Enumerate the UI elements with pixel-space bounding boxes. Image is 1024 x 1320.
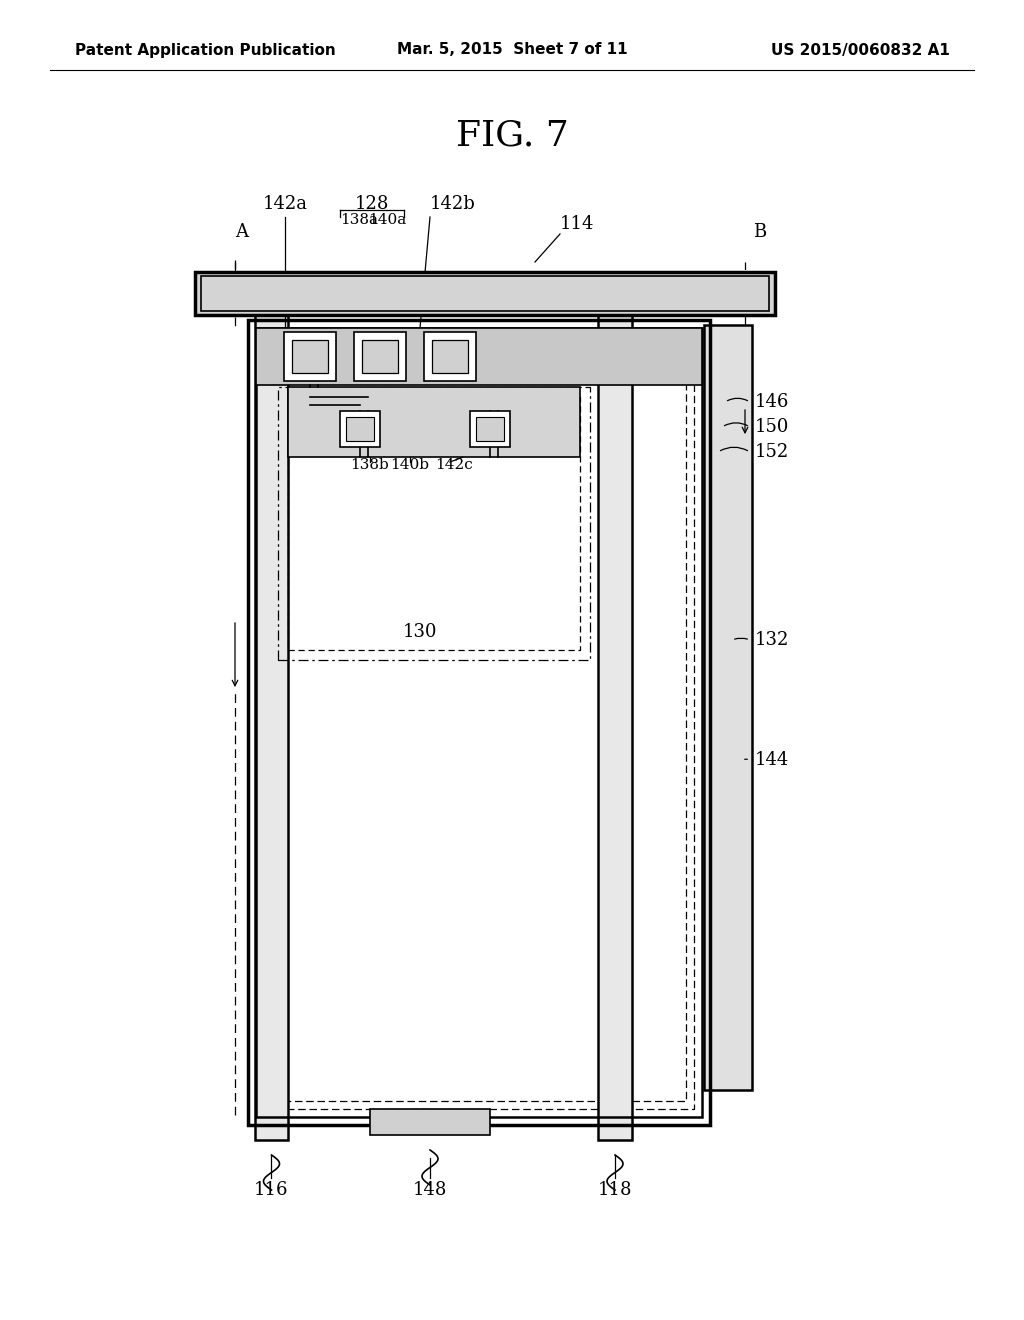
Text: 114: 114: [560, 215, 594, 234]
Text: 140b: 140b: [390, 458, 429, 473]
Text: 138a: 138a: [340, 213, 378, 227]
Text: 138b: 138b: [350, 458, 389, 473]
Text: 116: 116: [254, 1181, 288, 1199]
Polygon shape: [470, 411, 510, 447]
Polygon shape: [292, 341, 328, 374]
Polygon shape: [705, 325, 752, 1090]
Text: 146: 146: [755, 393, 790, 411]
Text: 142c: 142c: [435, 458, 473, 473]
Polygon shape: [476, 417, 504, 441]
Text: 144: 144: [755, 751, 790, 770]
Text: A: A: [234, 223, 248, 242]
Polygon shape: [255, 315, 288, 1140]
Text: 118: 118: [598, 1181, 632, 1199]
Text: B: B: [753, 223, 766, 242]
Text: 132: 132: [755, 631, 790, 649]
Text: 152: 152: [755, 444, 790, 461]
Text: Patent Application Publication: Patent Application Publication: [75, 42, 336, 58]
Text: 130: 130: [402, 623, 437, 642]
Text: 142a: 142a: [262, 195, 307, 213]
Text: 148: 148: [413, 1181, 447, 1199]
Text: 128: 128: [354, 195, 389, 213]
Text: 142b: 142b: [430, 195, 476, 213]
Polygon shape: [432, 341, 468, 374]
Polygon shape: [354, 333, 406, 381]
Text: US 2015/0060832 A1: US 2015/0060832 A1: [771, 42, 950, 58]
Polygon shape: [598, 315, 632, 1140]
Polygon shape: [256, 327, 702, 385]
Polygon shape: [370, 1109, 490, 1135]
Polygon shape: [195, 272, 775, 315]
Polygon shape: [284, 333, 336, 381]
Text: 150: 150: [755, 418, 790, 436]
Polygon shape: [288, 387, 580, 457]
Text: Mar. 5, 2015  Sheet 7 of 11: Mar. 5, 2015 Sheet 7 of 11: [396, 42, 628, 58]
Polygon shape: [340, 411, 380, 447]
Polygon shape: [424, 333, 476, 381]
Polygon shape: [362, 341, 398, 374]
Text: FIG. 7: FIG. 7: [456, 117, 568, 152]
Polygon shape: [346, 417, 374, 441]
Text: 140a: 140a: [368, 213, 407, 227]
